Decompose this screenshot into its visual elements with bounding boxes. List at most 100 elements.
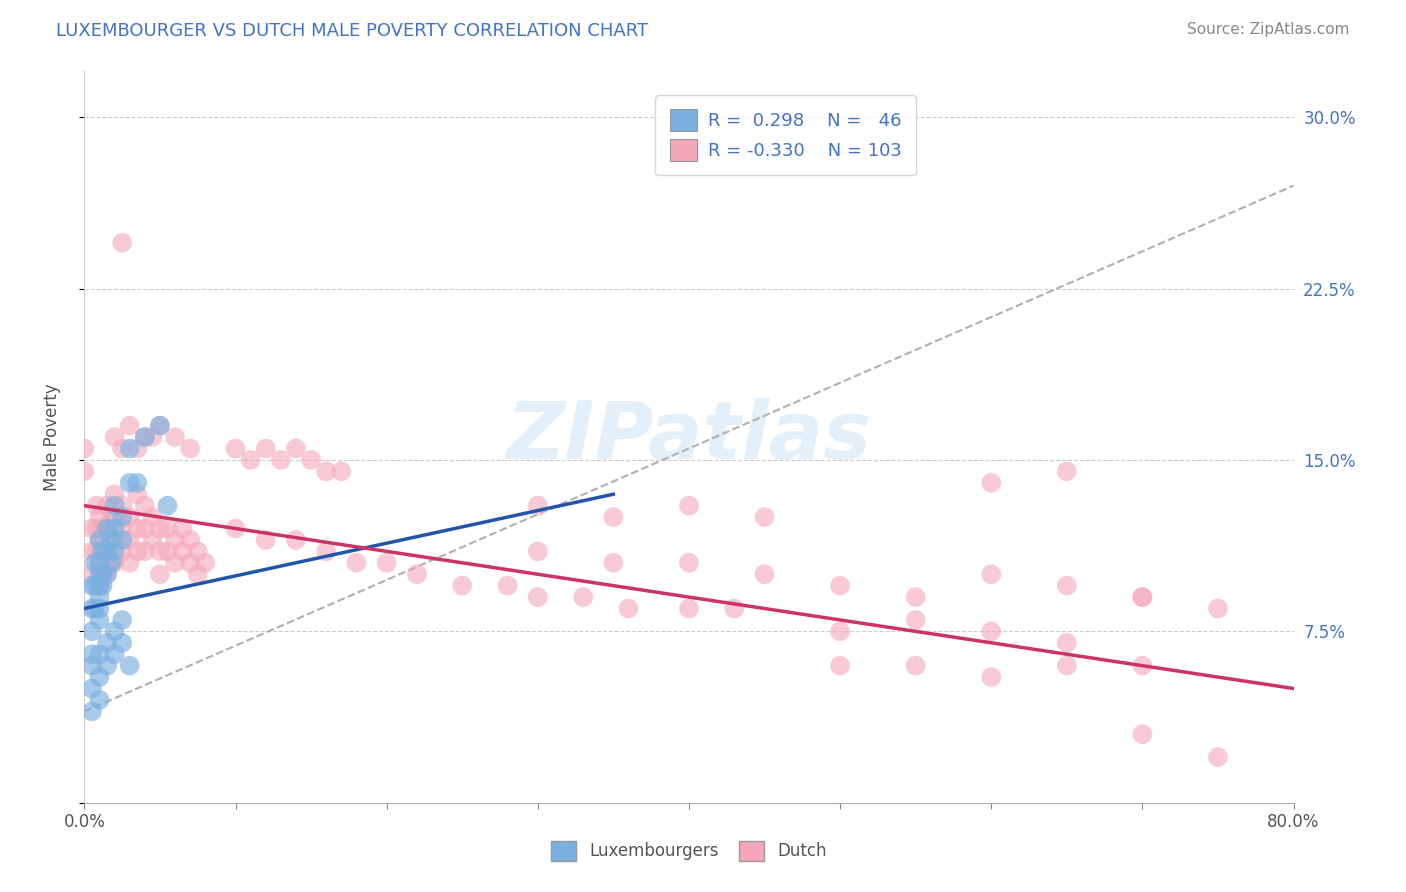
Point — [1056, 579, 1078, 593]
Point — [346, 556, 368, 570]
Point — [602, 556, 624, 570]
Point — [80, 579, 103, 593]
Point — [527, 499, 550, 513]
Point — [134, 521, 156, 535]
Point — [285, 442, 308, 456]
Point — [86, 521, 108, 535]
Point — [91, 544, 114, 558]
Point — [156, 544, 179, 558]
Point — [527, 590, 550, 604]
Point — [830, 579, 852, 593]
Point — [1130, 590, 1153, 604]
Point — [91, 579, 114, 593]
Point — [496, 579, 519, 593]
Point — [165, 556, 187, 570]
Point — [527, 544, 550, 558]
Point — [118, 510, 141, 524]
Point — [96, 544, 118, 558]
Point — [89, 590, 111, 604]
Point — [89, 670, 111, 684]
Point — [104, 647, 127, 661]
Point — [156, 521, 179, 535]
Point — [127, 487, 149, 501]
Point — [165, 430, 187, 444]
Point — [89, 510, 111, 524]
Point — [149, 567, 172, 582]
Point — [104, 556, 127, 570]
Point — [830, 624, 852, 639]
Point — [1206, 750, 1229, 764]
Point — [149, 418, 172, 433]
Point — [1130, 590, 1153, 604]
Point — [104, 499, 127, 513]
Point — [149, 544, 172, 558]
Point — [91, 567, 114, 582]
Point — [89, 533, 111, 547]
Point — [134, 430, 156, 444]
Point — [617, 601, 640, 615]
Text: LUXEMBOURGER VS DUTCH MALE POVERTY CORRELATION CHART: LUXEMBOURGER VS DUTCH MALE POVERTY CORRE… — [56, 22, 648, 40]
Point — [104, 521, 127, 535]
Point — [100, 533, 122, 547]
Point — [118, 442, 141, 456]
Point — [127, 475, 149, 490]
Point — [134, 544, 156, 558]
Point — [89, 601, 111, 615]
Point — [1056, 636, 1078, 650]
Point — [100, 556, 122, 570]
Point — [111, 544, 134, 558]
Point — [111, 613, 134, 627]
Point — [149, 521, 172, 535]
Point — [100, 510, 122, 524]
Point — [225, 521, 247, 535]
Point — [89, 693, 111, 707]
Point — [111, 442, 134, 456]
Point — [375, 556, 398, 570]
Point — [86, 544, 108, 558]
Point — [104, 430, 127, 444]
Point — [156, 499, 179, 513]
Point — [111, 533, 134, 547]
Point — [118, 418, 141, 433]
Point — [96, 521, 118, 535]
Point — [118, 556, 141, 570]
Point — [904, 613, 927, 627]
Point — [678, 601, 700, 615]
Point — [91, 544, 114, 558]
Point — [118, 475, 141, 490]
Point — [104, 544, 127, 558]
Point — [270, 453, 292, 467]
Point — [100, 556, 122, 570]
Point — [904, 590, 927, 604]
Point — [315, 544, 337, 558]
Point — [179, 533, 201, 547]
Point — [84, 601, 107, 615]
Point — [406, 567, 429, 582]
Point — [89, 567, 111, 582]
Point — [149, 418, 172, 433]
Point — [179, 556, 201, 570]
Point — [678, 556, 700, 570]
Point — [80, 601, 103, 615]
Text: ZIPatlas: ZIPatlas — [506, 398, 872, 476]
Point — [134, 499, 156, 513]
Point — [1056, 658, 1078, 673]
Point — [91, 567, 114, 582]
Point — [80, 521, 103, 535]
Point — [187, 544, 209, 558]
Point — [980, 567, 1002, 582]
Y-axis label: Male Poverty: Male Poverty — [42, 384, 60, 491]
Point — [96, 567, 118, 582]
Point — [80, 567, 103, 582]
Point — [330, 464, 353, 478]
Legend: Luxembourgers, Dutch: Luxembourgers, Dutch — [544, 834, 834, 868]
Point — [111, 510, 134, 524]
Point — [80, 705, 103, 719]
Point — [96, 567, 118, 582]
Point — [80, 647, 103, 661]
Point — [104, 487, 127, 501]
Point — [1130, 727, 1153, 741]
Point — [179, 442, 201, 456]
Point — [572, 590, 595, 604]
Point — [104, 533, 127, 547]
